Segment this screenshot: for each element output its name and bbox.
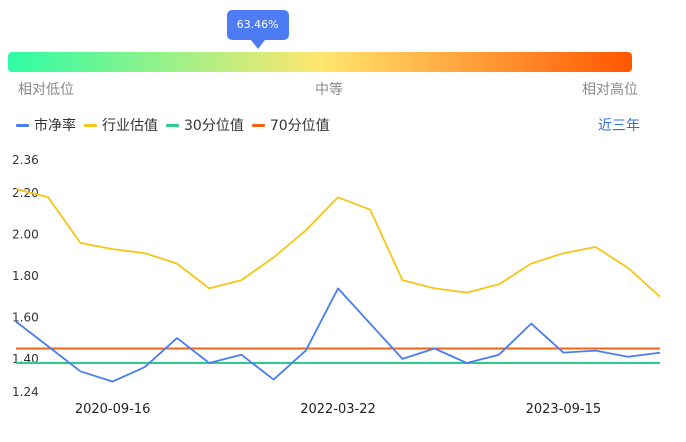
legend-swatch-p30 bbox=[166, 123, 179, 127]
y-tick-label: 2.36 bbox=[12, 153, 39, 167]
x-tick-label: 2020-09-16 bbox=[75, 402, 151, 417]
series-pb-line bbox=[15, 287, 661, 383]
legend-item-p70[interactable]: 70分位值 bbox=[251, 115, 330, 135]
y-tick-label: 1.60 bbox=[12, 310, 39, 324]
y-tick-label: 2.00 bbox=[12, 228, 39, 242]
legend-label-industry: 行业估值 bbox=[102, 118, 158, 134]
y-tick-label: 1.24 bbox=[12, 385, 39, 399]
x-tick-label: 2022-03-22 bbox=[300, 402, 376, 417]
gauge-high-label: 相对高位 bbox=[582, 82, 638, 98]
gauge-value-tooltip: 63.46% bbox=[226, 10, 289, 40]
legend-item-industry[interactable]: 行业估值 bbox=[84, 115, 158, 135]
legend-label-p70: 70分位值 bbox=[269, 118, 330, 134]
gauge-pointer-icon bbox=[250, 40, 265, 49]
range-selector-3y[interactable]: 近三年 bbox=[598, 118, 640, 134]
percentile-gauge: 63.46% 相对低位 中等 相对高位 bbox=[0, 0, 686, 100]
legend-swatch-industry bbox=[84, 123, 97, 127]
legend-label-p30: 30分位值 bbox=[184, 118, 244, 134]
y-tick-label: 1.80 bbox=[12, 269, 39, 283]
legend-swatch-pb bbox=[16, 123, 29, 127]
legend-swatch-p70 bbox=[251, 123, 265, 127]
chart-legend: 市净率 行业估值 30分位值 70分位值 bbox=[16, 115, 330, 135]
legend-item-pb[interactable]: 市净率 bbox=[16, 115, 76, 135]
gauge-percent-label: 63.46% bbox=[236, 18, 279, 31]
gauge-mid-label: 中等 bbox=[315, 82, 343, 98]
series-industry-line bbox=[15, 188, 661, 298]
gauge-low-label: 相对低位 bbox=[18, 82, 74, 98]
gauge-gradient-bar bbox=[8, 52, 632, 72]
legend-label-pb: 市净率 bbox=[34, 118, 76, 134]
x-tick-label: 2023-09-15 bbox=[526, 402, 602, 417]
legend-item-p30[interactable]: 30分位值 bbox=[166, 115, 244, 135]
